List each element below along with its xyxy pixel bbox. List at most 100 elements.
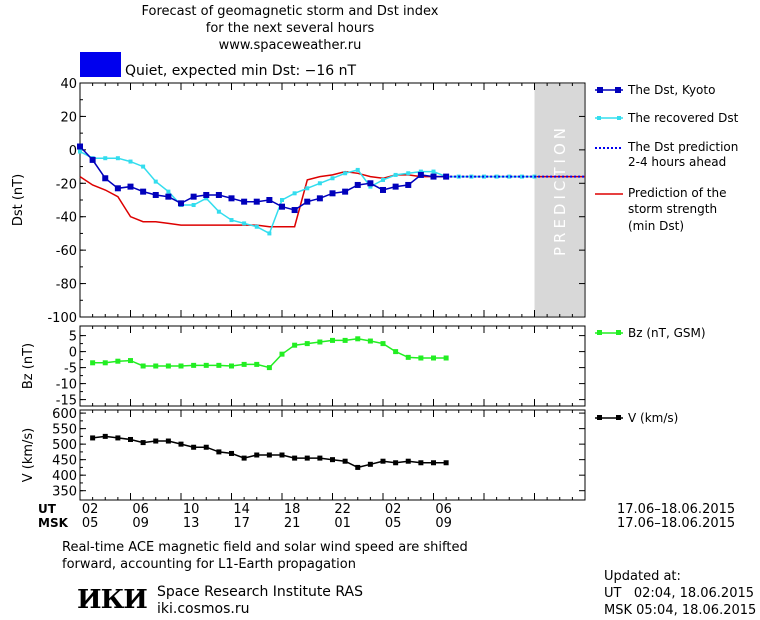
legend-bz-label: Bz (nT, GSM) [628,326,706,340]
data-point-the-dst-kyoto [417,171,424,178]
legend-storm-label-2: storm strength [628,202,717,216]
y-tick-label: 550 [52,423,77,438]
data-point-bz-nt-gsm [418,355,424,361]
data-point-v-km-s [115,435,121,441]
data-point-bz-nt-gsm [405,354,411,360]
ut-tick-label: 06 [435,502,452,517]
msk-tick-label: 01 [334,516,351,531]
data-point-the-dst-kyoto [140,188,147,195]
data-point-the-recovered-dst [330,176,335,181]
y-tick-label: 0 [69,346,77,361]
data-point-the-recovered-dst [280,198,284,202]
data-point-bz-nt-gsm [90,360,96,366]
data-point-the-dst-kyoto [380,186,386,193]
data-point-the-recovered-dst [368,184,373,189]
data-point-the-recovered-dst [393,172,398,177]
ut-date-range: 17.06–18.06.2015 [617,502,736,517]
data-point-bz-nt-gsm [292,342,298,348]
data-point-v-km-s [128,436,133,442]
y-tick-label: -60 [56,244,77,259]
legend-dst-kyoto-marker [597,87,603,93]
data-point-bz-nt-gsm [102,360,108,366]
data-point-v-km-s [279,452,285,458]
msk-tick-label: 21 [283,516,301,531]
data-point-the-recovered-dst [519,174,524,179]
data-point-bz-nt-gsm [115,358,121,364]
data-point-the-dst-kyoto [405,181,412,188]
institute-name: Space Research Institute RAS [157,584,363,600]
data-point-the-dst-kyoto [392,183,399,190]
data-point-bz-nt-gsm [342,337,348,343]
ut-axis-label: UT [38,502,56,516]
data-point-the-dst-kyoto [279,203,285,210]
data-point-v-km-s [443,460,449,466]
data-point-v-km-s [102,433,108,439]
data-point-bz-nt-gsm [330,337,335,343]
y-tick-label: 0 [69,144,77,159]
data-point-the-dst-kyoto [266,197,273,203]
data-point-v-km-s [266,452,272,458]
data-point-the-recovered-dst [267,231,272,236]
data-point-bz-nt-gsm [128,358,133,364]
data-point-the-dst-kyoto [152,191,159,198]
data-point-bz-nt-gsm [216,362,222,368]
data-point-bz-nt-gsm [203,362,209,368]
iki-logo: ИКИ [77,585,148,615]
data-point-bz-nt-gsm [304,341,310,347]
data-point-the-recovered-dst [254,224,259,229]
y-tick-label: 40 [60,77,77,92]
dst-y-axis-label: Dst (nT) [11,174,26,226]
legend-dst-recovered-marker [597,116,601,120]
legend-dst-prediction-label-1: The Dst prediction [627,140,738,154]
data-point-the-recovered-dst [431,169,436,174]
ut-tick-label: 06 [132,502,149,517]
dst-panel-frame [79,82,586,318]
legend-bz-marker [597,330,602,335]
legend-dst-prediction-label-2: 2-4 hours ahead [628,155,726,169]
data-point-the-recovered-dst [242,221,247,226]
data-point-the-recovered-dst [507,174,512,179]
data-point-the-dst-kyoto [430,173,437,180]
data-point-the-dst-kyoto [228,195,235,202]
data-point-v-km-s [292,455,298,461]
msk-tick-label: 17 [233,516,250,531]
data-point-v-km-s [153,438,159,444]
prediction-zone [534,84,584,316]
data-point-the-recovered-dst [153,179,158,184]
y-tick-label: -15 [56,394,77,409]
y-tick-label: 20 [60,110,77,125]
data-point-v-km-s [355,464,361,470]
status-text: Quiet, expected min Dst: −16 nT [125,63,357,79]
data-point-v-km-s [216,449,222,455]
legend-dst-recovered-marker [617,116,621,120]
data-point-bz-nt-gsm [317,339,323,345]
data-point-bz-nt-gsm [153,363,159,369]
ut-tick-label: 14 [233,502,250,517]
footer-note-line1: Real-time ACE magnetic field and solar w… [62,540,468,555]
ut-tick-label: 18 [283,502,301,517]
data-point-v-km-s [178,441,184,447]
data-point-the-recovered-dst [343,171,348,176]
data-point-the-dst-kyoto [367,180,374,187]
data-point-the-dst-kyoto [342,188,349,195]
msk-tick-label: 05 [384,516,402,531]
data-point-the-recovered-dst [381,177,385,182]
data-point-the-dst-kyoto [304,198,311,205]
msk-axis-label: MSK [38,516,68,530]
data-point-the-recovered-dst [317,181,322,186]
y-tick-label: 400 [52,469,77,484]
y-tick-label: -20 [56,177,77,192]
v-panel-frame [79,409,586,501]
data-point-v-km-s [393,460,399,466]
msk-tick-label: 09 [132,516,149,531]
data-point-v-km-s [140,440,146,446]
y-tick-label: -40 [56,211,77,226]
legend-dst-kyoto-marker [615,87,621,93]
data-point-v-km-s [380,458,386,464]
data-point-the-recovered-dst [418,169,423,174]
data-point-v-km-s [229,450,234,456]
institute-website[interactable]: iki.cosmos.ru [157,601,250,617]
legend-v-marker [616,415,621,420]
data-point-v-km-s [367,461,373,467]
data-point-the-recovered-dst [494,174,499,179]
